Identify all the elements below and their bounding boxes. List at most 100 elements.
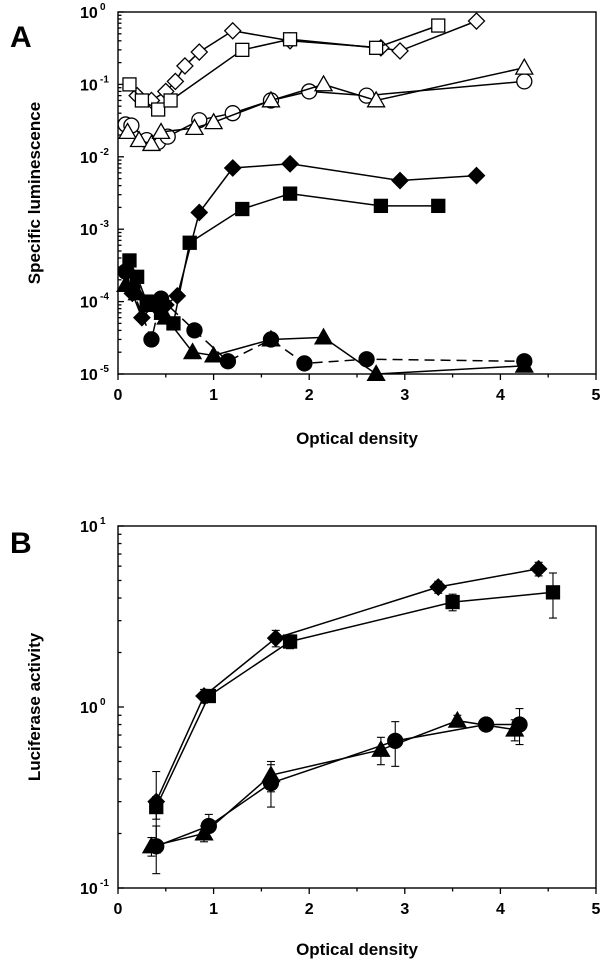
data-point-square-open [134,93,150,108]
x-tick-label: 0 [114,387,123,404]
panel-b-y-axis-title: Luciferase activity [25,632,44,781]
panel-a-y-axis-title: Specific luminescence [25,102,44,284]
x-tick-label: 5 [592,387,601,404]
data-point-square-open [368,40,384,55]
data-point-square-open [431,18,446,33]
data-point-square-filled [282,186,298,201]
data-point-triangle-open [141,134,162,152]
data-point-square-filled [149,799,164,815]
panel-a-x-axis-title: Optical density [296,429,418,448]
data-point-triangle-filled [371,740,391,757]
data-point-circle-filled [387,732,404,750]
series-triangle-open [117,57,534,152]
data-point-triangle-open [514,57,534,75]
data-point-diamond-filled [281,154,299,173]
data-point-circle-filled [477,716,495,733]
data-point-diamond-filled [467,166,486,185]
x-tick-label: 3 [400,387,409,404]
x-tick-label: 5 [592,901,601,918]
y-tick-exponent: 0 [100,2,106,13]
x-tick-label: 0 [114,901,123,918]
data-point-triangle-filled [261,329,281,347]
data-point-circle-filled [186,322,203,339]
series-line-diamond-filled [155,568,539,802]
data-point-triangle-filled [366,364,386,382]
data-point-circle-filled [148,838,165,855]
data-point-triangle-filled [138,295,159,312]
data-point-square-filled [431,198,446,214]
data-point-triangle-filled [313,327,334,345]
data-point-triangle-filled [514,355,534,373]
y-tick-exponent: -1 [100,878,109,889]
data-point-square-open [122,77,137,92]
data-point-circle-filled [262,774,280,792]
data-point-square-filled [373,198,389,214]
series-line-circle-filled [124,271,525,365]
data-point-diamond-filled [132,308,151,327]
y-tick-label: 10 [80,881,98,898]
series-triangle-filled [141,710,525,857]
data-point-square-open [163,93,178,108]
y-tick-exponent: -2 [100,147,109,158]
x-tick-label: 1 [209,901,218,918]
data-point-triangle-filled [127,283,147,301]
data-point-triangle-open [261,90,281,108]
y-tick-label: 10 [80,222,98,239]
data-point-diamond-filled [429,578,448,596]
data-point-triangle-open [366,90,386,108]
x-tick-label: 2 [305,901,314,918]
panel-b-x-axis-title: Optical density [296,940,418,959]
x-tick-label: 1 [209,387,218,404]
panel-b-letter: B [10,527,32,560]
data-point-triangle-filled [182,342,203,360]
y-tick-exponent: -4 [100,292,109,303]
data-point-triangle-open [313,74,334,92]
data-point-square-open [151,102,166,117]
panel-a-series-layer [116,12,534,382]
x-tick-label: 3 [400,901,409,918]
data-point-square-filled [545,585,561,600]
data-point-square-filled [201,688,216,704]
data-point-triangle-filled [116,275,136,292]
series-triangle-filled [116,275,534,382]
data-point-diamond-open [176,56,194,75]
data-point-triangle-open [129,130,149,148]
data-point-diamond-filled [266,629,285,648]
data-point-triangle-open [151,122,171,140]
data-point-square-filled [282,634,298,649]
data-point-square-filled [182,235,197,250]
x-tick-label: 4 [496,387,505,404]
y-tick-label: 10 [80,295,98,312]
data-point-triangle-open [117,122,138,140]
y-tick-exponent: 1 [100,516,106,527]
y-tick-exponent: -1 [100,74,109,85]
data-point-circle-filled [200,817,217,835]
data-point-circle-filled [511,716,528,733]
data-point-triangle-open [184,118,205,136]
data-point-triangle-filled [447,710,468,728]
data-point-square-filled [445,594,460,610]
data-point-circle-open [516,73,533,90]
data-point-circle-filled [219,353,237,370]
y-tick-label: 10 [80,519,98,536]
data-point-diamond-open [467,12,486,30]
data-point-diamond-filled [190,203,209,222]
y-tick-label: 10 [80,700,98,717]
series-line-triangle-filled [151,719,515,848]
data-point-diamond-filled [529,559,548,578]
data-point-diamond-open [391,42,409,60]
y-tick-exponent: 0 [100,697,106,708]
series-circle-filled [148,708,528,875]
data-point-diamond-filled [223,159,242,177]
series-line-square-filled [128,192,439,325]
data-point-square-filled [235,201,250,217]
panel-a-letter: A [10,21,32,54]
series-square-open [122,18,446,117]
data-point-diamond-open [190,43,209,61]
data-point-diamond-open [166,72,185,91]
data-point-square-open [235,42,250,58]
